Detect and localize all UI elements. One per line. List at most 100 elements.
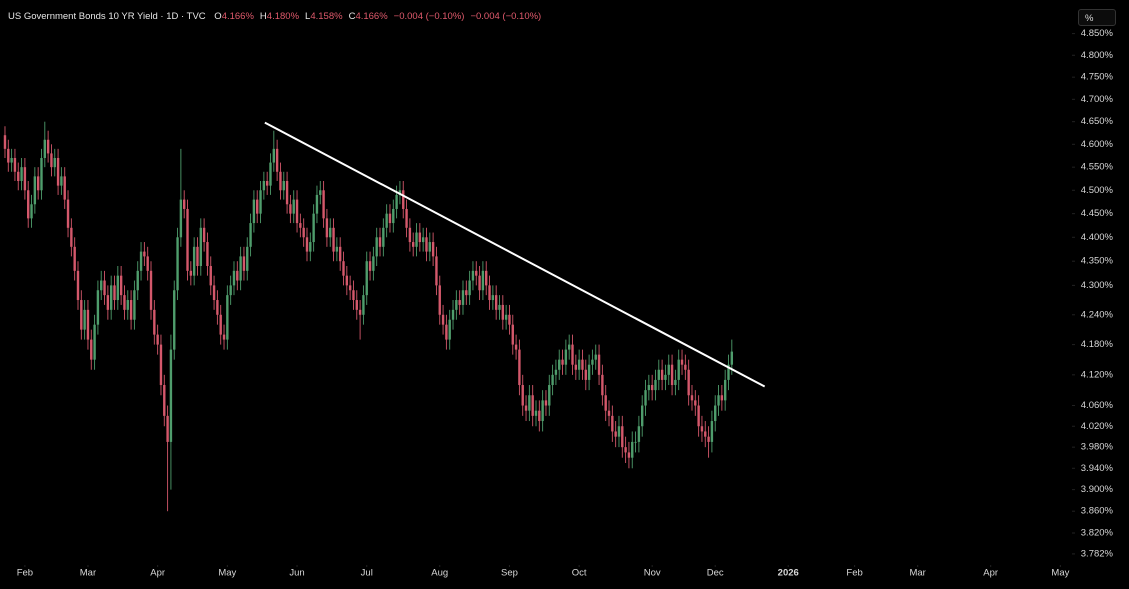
- ohlc-item: C4.166%: [349, 11, 388, 22]
- candle-body: [202, 227, 206, 243]
- candle-body: [262, 181, 266, 191]
- candle-body: [239, 256, 242, 281]
- x-tick-label: Aug: [431, 568, 448, 579]
- candle-body: [451, 309, 455, 320]
- candle-body: [299, 223, 302, 228]
- ohlc-value: 4.166%: [221, 11, 254, 22]
- candle-body: [295, 199, 299, 224]
- candle-body: [637, 426, 641, 442]
- candle-body: [441, 314, 445, 325]
- candle-body: [159, 344, 163, 386]
- x-tick-label: Feb: [846, 568, 862, 579]
- x-tick-label: Sep: [501, 568, 518, 579]
- candle-body: [458, 300, 461, 305]
- candle-body: [485, 270, 488, 286]
- candle-body: [66, 199, 70, 228]
- candle-body: [329, 227, 332, 238]
- candle-body: [53, 157, 56, 168]
- candle-body: [322, 190, 325, 219]
- candle-body: [730, 351, 734, 365]
- ohlc-value: 4.158%: [310, 11, 343, 22]
- candle-body: [325, 218, 329, 238]
- candle-body: [30, 204, 33, 219]
- candle-body: [614, 431, 617, 437]
- candle-body: [398, 190, 402, 195]
- y-tick-label: 4.120%: [1081, 369, 1114, 380]
- candle-body: [534, 410, 538, 416]
- candle-body: [627, 452, 631, 458]
- x-tick-label: 2026: [778, 568, 799, 579]
- candle-body: [17, 171, 20, 182]
- candle-body: [524, 405, 528, 411]
- candle-body: [561, 359, 564, 365]
- candle-body: [425, 237, 428, 252]
- candle-body: [405, 208, 408, 228]
- candle-body: [501, 304, 505, 320]
- ohlc-item: O4.166%: [214, 11, 254, 22]
- candle-body: [242, 256, 246, 271]
- candle-body: [226, 295, 229, 340]
- ohlc-item: H4.180%: [260, 11, 299, 22]
- candle-body: [491, 295, 495, 301]
- candles: [3, 121, 734, 512]
- candle-body: [173, 290, 176, 350]
- candle-body: [461, 290, 465, 305]
- candle-body: [50, 153, 53, 168]
- unit-button[interactable]: %: [1078, 9, 1116, 26]
- candle-body: [720, 395, 724, 401]
- candle-body: [136, 270, 139, 291]
- candle-body: [166, 415, 169, 442]
- ohlc-value: 4.166%: [355, 11, 388, 22]
- candle-body: [100, 280, 103, 291]
- candle-body: [438, 285, 441, 315]
- candle-body: [697, 405, 700, 427]
- candle-body: [687, 369, 690, 396]
- y-tick-label: 4.850%: [1081, 28, 1114, 39]
- candle-body: [478, 275, 481, 291]
- x-tick-label: Mar: [909, 568, 925, 579]
- candle-body: [455, 300, 458, 310]
- candle-body: [677, 359, 680, 380]
- candle-body: [445, 324, 448, 340]
- candle-body: [176, 237, 179, 291]
- candle-body: [481, 270, 485, 291]
- candle-body: [312, 213, 315, 243]
- candle-body: [352, 290, 355, 301]
- candle-body: [348, 285, 352, 291]
- candle-body: [212, 285, 216, 301]
- candle-body: [418, 232, 422, 243]
- candle-body: [332, 227, 335, 252]
- y-tick-label: 3.940%: [1081, 463, 1114, 474]
- candle-body: [518, 349, 521, 386]
- candle-body: [670, 364, 674, 386]
- y-tick-label: 4.600%: [1081, 139, 1114, 150]
- change-label: −0.004 (−0.10%): [393, 11, 465, 22]
- candle-body: [289, 204, 292, 214]
- candle-body: [156, 334, 159, 345]
- candle-body: [508, 314, 511, 325]
- y-tick-label: 4.550%: [1081, 162, 1114, 173]
- candle-body: [309, 242, 312, 252]
- candle-body: [93, 324, 96, 360]
- candle-body: [265, 181, 269, 186]
- y-tick-label: 3.782%: [1081, 548, 1114, 559]
- candle-body: [710, 421, 714, 442]
- candle-body: [275, 148, 279, 172]
- candle-body: [700, 426, 704, 432]
- y-tick-label: 4.350%: [1081, 256, 1114, 267]
- candle-body: [116, 275, 120, 301]
- candle-body: [252, 199, 256, 224]
- candle-body: [63, 176, 66, 200]
- candle-body: [362, 295, 365, 315]
- candle-body: [644, 390, 647, 406]
- candle-body: [133, 290, 136, 320]
- candle-body: [528, 395, 531, 411]
- candle-body: [647, 385, 651, 391]
- candle-body: [249, 223, 252, 247]
- candle-body: [521, 385, 524, 406]
- candle-body: [431, 242, 435, 257]
- y-tick-label: 4.240%: [1081, 309, 1114, 320]
- candle-body: [581, 359, 584, 370]
